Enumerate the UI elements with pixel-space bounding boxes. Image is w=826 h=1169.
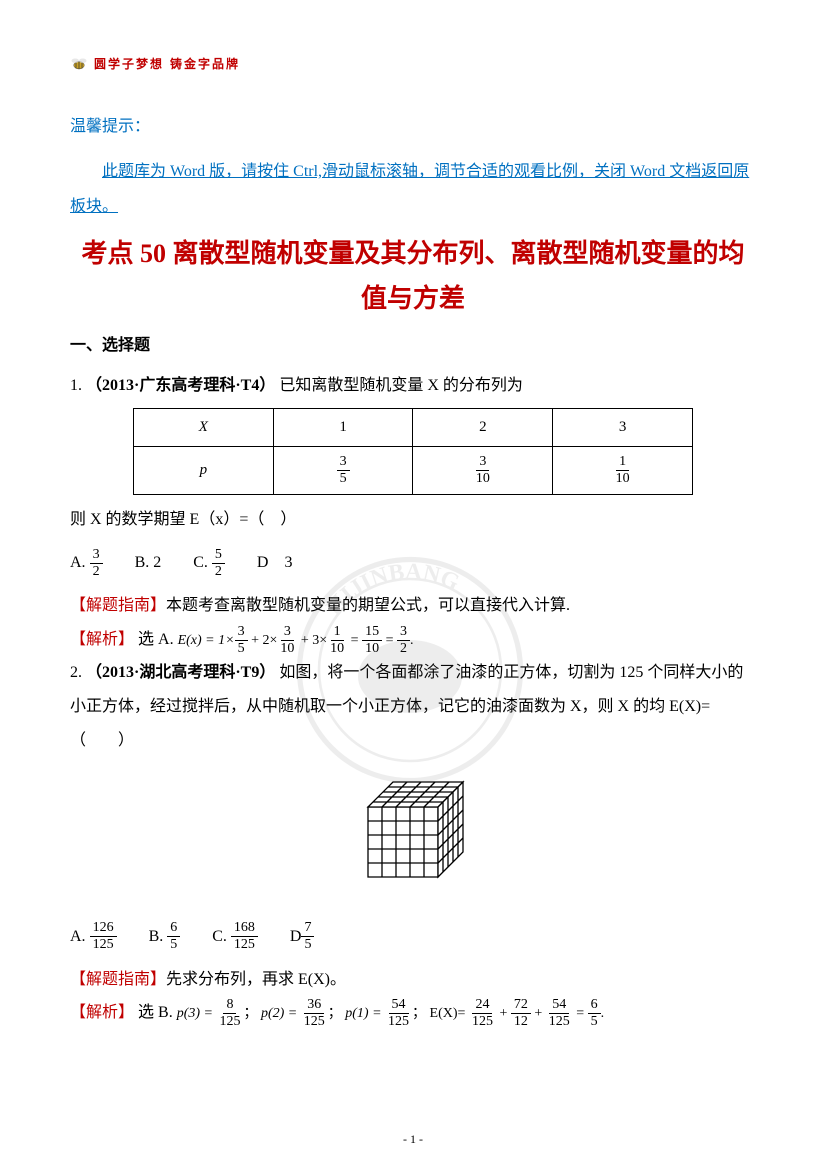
cell: X	[199, 419, 208, 435]
guide-text: 先求分布列，再求 E(X)。	[166, 971, 346, 988]
q2-options: A. 126125 B. 65 C. 168125 D75	[70, 920, 756, 952]
soln-answer: 选 A.	[138, 631, 174, 648]
table-row: p 35 310 110	[134, 447, 693, 495]
guide-text: 本题考查离散型随机变量的期望公式，可以直接代入计算.	[166, 597, 570, 614]
soln-answer: 选 B.	[138, 1004, 173, 1021]
table-row: X 1 2 3	[134, 409, 693, 447]
q2-num: 2.	[70, 664, 82, 681]
cube-icon	[343, 769, 483, 899]
fraction: 35	[337, 455, 350, 486]
page-header: 圆学子梦想 铸金字品牌	[70, 55, 756, 72]
header-brand-2: 铸金字品牌	[170, 55, 240, 72]
q1-guide: 【解题指南】本题考查离散型随机变量的期望公式，可以直接代入计算.	[70, 589, 756, 623]
cell: 2	[479, 419, 487, 435]
q1-solution: 【解析】 选 A. E(x) = 1×35 + 2×310 + 3×110 = …	[70, 623, 756, 657]
soln-label: 【解析】	[70, 631, 134, 648]
option-b: B. 65	[149, 921, 181, 953]
q2-source: （2013·湖北高考理科·T9）	[86, 664, 275, 681]
soln-label: 【解析】	[70, 1004, 134, 1021]
option-c: C. 52	[193, 547, 225, 579]
header-brand-1: 圆学子梦想	[94, 55, 164, 72]
option-a: A. 32	[70, 547, 103, 579]
page-number: - 1 -	[0, 1132, 826, 1147]
cell: 1	[339, 419, 347, 435]
q2-stem: 2. （2013·湖北高考理科·T9） 如图，将一个各面都涂了油漆的正方体，切割…	[70, 656, 756, 757]
hint-body: 此题库为 Word 版，请按住 Ctrl,滑动鼠标滚轴，调节合适的观看比例，关闭…	[70, 154, 756, 224]
soln-formula: E(x) = 1×35 + 2×310 + 3×110 = 1510 = 32.	[178, 633, 414, 648]
option-d: D 3	[257, 547, 293, 579]
option-c: C. 168125	[212, 921, 258, 953]
option-a: A. 126125	[70, 921, 117, 953]
q1-distribution-table: X 1 2 3 p 35 310 110	[133, 408, 693, 495]
soln-formula: p(3) = 8125； p(2) = 36125； p(1) = 54125；…	[177, 1006, 604, 1021]
cube-figure	[70, 769, 756, 904]
section-heading: 一、选择题	[70, 331, 756, 355]
hint-label: 温馨提示：	[70, 112, 756, 136]
q1-options: A. 32 B. 2 C. 52 D 3	[70, 547, 756, 579]
cell: p	[200, 462, 208, 478]
q1-stem: 1. （2013·广东高考理科·T4） 已知离散型随机变量 X 的分布列为	[70, 369, 756, 403]
fraction: 110	[613, 455, 633, 486]
guide-label: 【解题指南】	[70, 597, 166, 614]
q1-source: （2013·广东高考理科·T4）	[86, 377, 275, 394]
bee-icon	[70, 57, 88, 71]
q1-after-table: 则 X 的数学期望 E（x）=（ ）	[70, 503, 756, 537]
q1-text: 已知离散型随机变量 X 的分布列为	[279, 377, 523, 394]
guide-label: 【解题指南】	[70, 971, 166, 988]
q2-solution: 【解析】 选 B. p(3) = 8125； p(2) = 36125； p(1…	[70, 996, 756, 1030]
q2-guide: 【解题指南】先求分布列，再求 E(X)。	[70, 963, 756, 997]
fraction: 310	[473, 455, 493, 486]
option-b: B. 2	[135, 547, 162, 579]
option-d: D75	[290, 921, 315, 953]
cell: 3	[619, 419, 627, 435]
page-title: 考点 50 离散型随机变量及其分布列、离散型随机变量的均值与方差	[70, 232, 756, 320]
q1-num: 1.	[70, 377, 82, 394]
